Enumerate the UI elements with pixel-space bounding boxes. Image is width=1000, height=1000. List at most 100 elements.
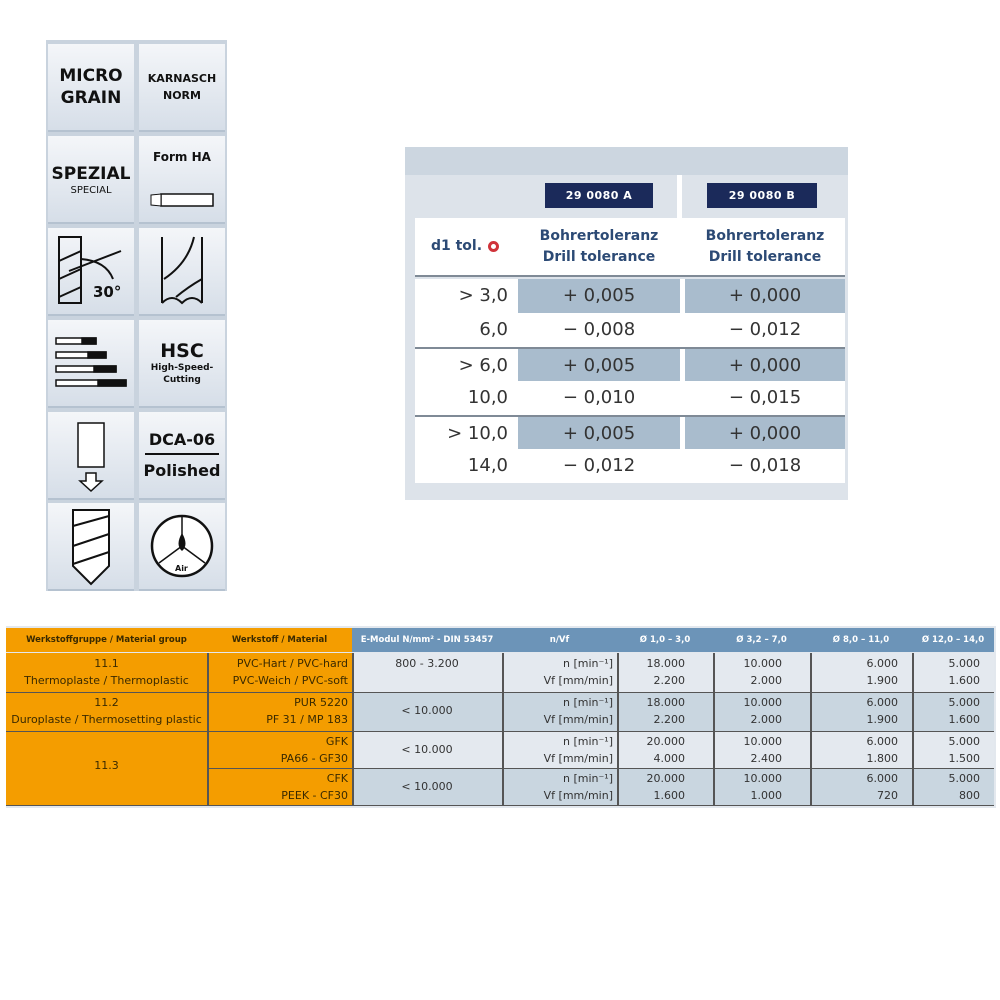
cell-text: 1.800 [866,752,899,765]
tolerance-b: + 0,000 [685,279,845,313]
cell-text: CFK [326,772,348,785]
helix-angle-badge: 30° [48,228,134,316]
diameter: > 6,0 [458,355,508,376]
column-divider [912,653,914,805]
cell-text: 10.000 [743,696,783,709]
cell-text: PVC-Weich / PVC-soft [232,674,348,687]
cell-text: 11.1 [94,657,119,670]
cell-text: 18.000 [646,657,686,670]
cutting-value: 10.000 2.400 [713,731,810,768]
cutting-value: 6.000 1.800 [810,731,912,768]
tolerance-b: + 0,000 [685,417,845,451]
tolerance-b: − 0,018 [728,455,802,476]
diameter: > 10,0 [447,423,508,444]
column-header: Werkstoff / Material [207,628,352,652]
column-header: n/Vf [502,628,617,652]
spezial-badge: SPEZIAL SPECIAL [48,136,134,224]
cell-text: Vf [mm/min] [543,713,613,726]
e-modulus: 800 - 3.200 [352,653,502,692]
column-divider [352,653,354,805]
column-divider [810,653,812,805]
cell-text: PEEK - CF30 [281,789,348,802]
cell-text: 5.000 [948,772,981,785]
cell-text: Werkstoff / Material [231,634,328,645]
column-header: Ø 12,0 – 14,0 [912,628,994,652]
badge-line: KARNASCH [147,72,217,85]
cell-text: Ø 12,0 – 14,0 [921,634,985,645]
header-band [405,147,848,175]
cell-text: < 10.000 [401,704,453,717]
badge-line: SPEZIAL [51,163,131,184]
micro-grain-badge: MICRO GRAIN [48,44,134,132]
badge-line: NORM [163,89,201,102]
cell-text: 800 - 3.200 [395,657,459,670]
cell-text: 1.600 [653,789,686,802]
table-row: > 6,0 + 0,005 + 0,000 [415,347,845,383]
tolerance-header-b: Bohrertoleranz Drill tolerance [685,218,845,275]
cell-text: 5.000 [948,735,981,748]
cutting-value: 20.000 4.000 [617,731,713,768]
column-header: Ø 8,0 – 11,0 [810,628,912,652]
cell-text: 1.600 [948,674,981,687]
cell-text: 1.900 [866,674,899,687]
d1-tol-label: d1 tol. [430,238,483,254]
column-divider [207,653,209,805]
cell-text: 2.000 [750,713,783,726]
cell-text: Duroplaste / Thermosetting plastic [11,713,202,726]
table-row: > 3,0 + 0,005 + 0,000 [415,279,845,313]
header-de: Bohrertoleranz [539,227,659,244]
header-en: Drill tolerance [542,248,656,265]
cutting-value: 6.000 1.900 [810,653,912,692]
cell-text: Ø 3,2 – 7,0 [736,634,787,645]
badge-line: DCA-06 [144,430,220,455]
diameter: 14,0 [467,455,508,476]
cutting-value: 20.000 1.600 [617,768,713,805]
table-row: > 10,0 + 0,005 + 0,000 [415,415,845,451]
n-vf-labels: n [min⁻¹] Vf [mm/min] [502,692,617,731]
cell-text: Vf [mm/min] [543,789,613,802]
cell-text: 2.400 [750,752,783,765]
cell-text: 6.000 [866,772,899,785]
cutting-value: 5.000 1.600 [912,692,994,731]
cell-text: E-Modul N/mm² - DIN 53457 [360,634,494,645]
cell-text: PVC-Hart / PVC-hard [236,657,348,670]
tolerance-a: + 0,005 [518,279,680,313]
cell-text: 5.000 [948,657,981,670]
cell-text: 20.000 [646,772,686,785]
cell-text: PF 31 / MP 183 [266,713,348,726]
cell-text: 4.000 [653,752,686,765]
internal-coolant-badge: Air [139,503,225,591]
cell-text: 1.500 [948,752,981,765]
column-divider [617,653,619,805]
tolerance-a: − 0,012 [562,455,636,476]
karnasch-norm-badge: KARNASCH NORM [139,44,225,132]
cutting-value: 10.000 2.000 [713,692,810,731]
table-row: 6,0 − 0,008 − 0,012 [415,313,845,347]
diameter: > 3,0 [458,285,508,306]
cutting-value: 5.000 1.500 [912,731,994,768]
n-vf-labels: n [min⁻¹] Vf [mm/min] [502,731,617,768]
material-name: PUR 5220 PF 31 / MP 183 [207,692,352,731]
cell-text: 6.000 [866,735,899,748]
material-name: CFK PEEK - CF30 [207,768,352,805]
cell-text: Vf [mm/min] [543,752,613,765]
drill-point-badge [48,503,134,591]
feature-icon-panel: MICRO GRAIN KARNASCH NORM SPEZIAL SPECIA… [46,40,227,591]
cell-text: Ø 1,0 – 3,0 [639,634,691,645]
cell-text: 720 [877,789,898,802]
cell-text: 2.200 [653,713,686,726]
cell-text: PA66 - GF30 [280,752,348,765]
n-vf-labels: n [min⁻¹] Vf [mm/min] [502,653,617,692]
badge-line: Polished [143,461,221,480]
shank-icon [150,192,214,207]
product-badge-b: 29 0080 B [707,183,817,208]
cell-text: n [min⁻¹] [562,657,613,670]
cell-text: Vf [mm/min] [543,674,613,687]
table-row: 10,0 − 0,010 − 0,015 [415,381,845,415]
coolant-feed-badge [48,412,134,500]
cell-text: Werkstoffgruppe / Material group [26,634,187,645]
cell-text: Ø 8,0 – 11,0 [832,634,890,645]
table-row: 14,0 − 0,012 − 0,018 [415,449,845,483]
angle-label: 30° [93,283,121,301]
tolerance-a: + 0,005 [518,349,680,383]
